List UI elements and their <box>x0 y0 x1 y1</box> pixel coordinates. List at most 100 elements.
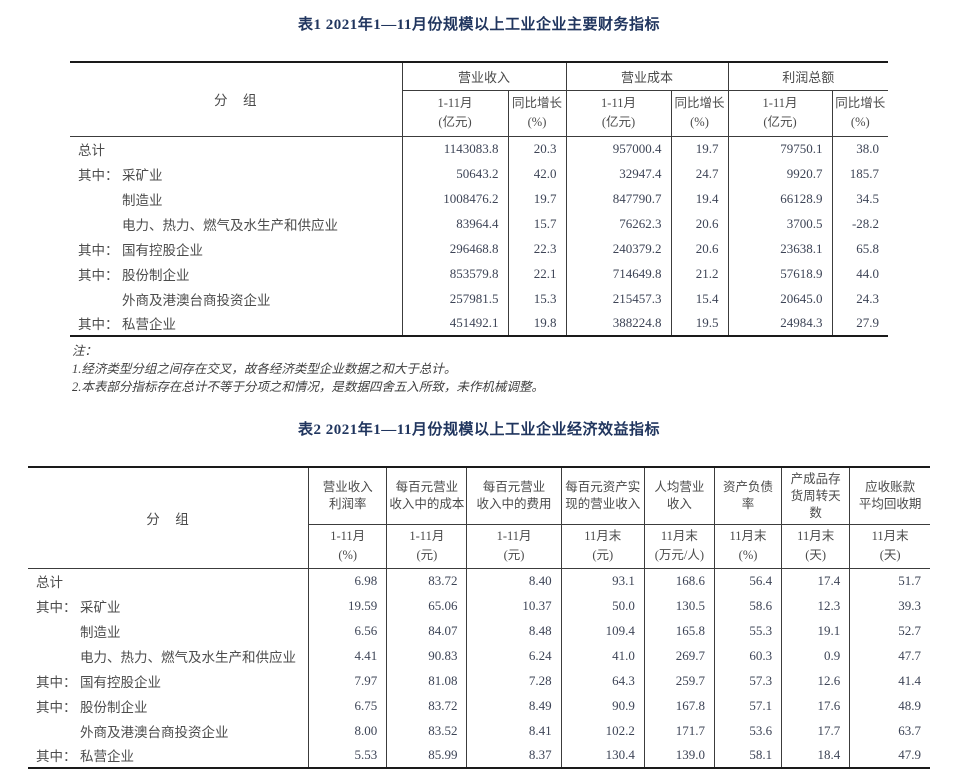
column-header-asset-liability-ratio: 资产负债 率 <box>713 467 782 525</box>
data-cell: 12.3 <box>781 593 850 619</box>
data-cell: 215457.3 <box>565 286 672 311</box>
data-cell: 22.1 <box>507 261 567 286</box>
row-label-text: 采矿业 <box>80 599 121 615</box>
data-cell: 56.4 <box>713 568 782 594</box>
row-label-text: 电力、热力、燃气及水生产和供应业 <box>80 649 296 665</box>
sub-header-period: 11月末 <box>729 528 767 543</box>
sub-header-unit: (%) <box>738 548 758 563</box>
data-cell: 85.99 <box>386 743 467 769</box>
financial-indicators-table: 分 组 营业收入 营业成本 利润总额 1-11月 (亿元) 同比增长 (%) 1… <box>70 61 889 337</box>
data-cell: 102.2 <box>560 718 645 744</box>
data-cell: 19.7 <box>670 136 729 161</box>
row-label: 外商及港澳台商投资企业 <box>70 286 402 311</box>
data-cell: 15.4 <box>670 286 729 311</box>
data-cell: 57.1 <box>713 693 782 719</box>
data-cell: 847790.7 <box>565 186 672 211</box>
row-label: 电力、热力、燃气及水生产和供应业 <box>28 643 309 668</box>
sub-header-unit: (元) <box>503 548 525 563</box>
economic-benefit-table: 分 组 营业收入 利润率 每百元营业 收入中的成本 每百元营业 收入中的费用 每… <box>28 466 930 770</box>
sub-header-period: 1-11月 <box>601 95 636 110</box>
sub-header: 1-11月 (元) <box>386 524 467 569</box>
row-label: 电力、热力、燃气及水生产和供应业 <box>70 211 402 236</box>
row-label-prefix: 其中： <box>78 267 119 283</box>
sub-header: 11月末 (天) <box>849 524 930 569</box>
sub-header: 1-11月 (%) <box>308 524 387 569</box>
data-cell: 1143083.8 <box>401 136 508 161</box>
row-label-text: 股份制企业 <box>122 267 190 283</box>
data-cell: 7.97 <box>308 668 387 694</box>
data-cell: 8.00 <box>308 718 387 744</box>
sub-header-period: 11月末 <box>871 528 909 543</box>
data-cell: 58.1 <box>713 743 782 769</box>
group-column-header: 分 组 <box>28 467 309 569</box>
data-cell: 19.1 <box>781 618 850 644</box>
data-cell: 19.7 <box>507 186 567 211</box>
row-label-text: 制造业 <box>80 624 121 640</box>
sub-header-unit: (元) <box>416 548 438 563</box>
data-cell: 19.4 <box>670 186 729 211</box>
row-label-text: 采矿业 <box>122 167 163 183</box>
data-cell: 139.0 <box>643 743 715 769</box>
row-label-text: 国有控股企业 <box>122 242 203 258</box>
data-cell: 9920.7 <box>727 161 833 186</box>
table-row: 制造业 1008476.2 19.7 847790.7 19.4 66128.9 34.5 <box>70 186 889 211</box>
row-label: 其中： 采矿业 <box>70 161 402 186</box>
sub-header: 同比增长 (%) <box>831 90 889 137</box>
column-header-receivables-collection-period: 应收账款 平均回收期 <box>849 467 930 525</box>
data-cell: 130.5 <box>643 593 715 619</box>
table-row: 其中： 股份制企业 853579.8 22.1 714649.8 21.2 57618.9 4… <box>70 261 889 286</box>
data-cell: 52.7 <box>849 618 930 644</box>
table-row: 其中： 采矿业 19.59 65.06 10.37 50.0 130.5 58.6 12.3 39… <box>28 593 930 619</box>
column-group-profit: 利润总额 <box>727 62 889 91</box>
data-cell: 34.5 <box>831 186 889 211</box>
data-cell: 6.24 <box>466 643 562 669</box>
table-row: 外商及港澳台商投资企业 8.00 83.52 8.41 102.2 171.7 53.6 17… <box>28 718 930 744</box>
data-cell: 451492.1 <box>401 311 508 336</box>
data-cell: 1008476.2 <box>401 186 508 211</box>
data-cell: 83.52 <box>386 718 467 744</box>
data-cell: 65.8 <box>831 236 889 261</box>
data-cell: 47.9 <box>849 743 930 769</box>
table-notes: 注： 1.经济类型分组之间存在交叉，故各经济类型企业数据之和大于总计。 2.本表… <box>72 342 958 396</box>
data-cell: 165.8 <box>643 618 715 644</box>
row-label: 其中： 采矿业 <box>28 593 309 618</box>
data-cell: 17.4 <box>781 568 850 594</box>
data-cell: 8.48 <box>466 618 562 644</box>
row-label-text: 总计 <box>36 574 63 590</box>
data-cell: 12.6 <box>781 668 850 694</box>
table-row: 制造业 6.56 84.07 8.48 109.4 165.8 55.3 19.1 52.7 <box>28 618 930 644</box>
sub-header-period: 同比增长 <box>835 95 886 110</box>
table-row: 其中： 国有控股企业 296468.8 22.3 240379.2 20.6 23638.1… <box>70 236 889 261</box>
sub-header: 1-11月 (亿元) <box>727 90 833 137</box>
data-cell: 83.72 <box>386 693 467 719</box>
sub-header-period: 11月末 <box>660 528 698 543</box>
data-cell: 55.3 <box>713 618 782 644</box>
data-cell: 3700.5 <box>727 211 833 236</box>
data-cell: 65.06 <box>386 593 467 619</box>
row-label-prefix: 其中： <box>78 317 119 332</box>
row-label-text: 私营企业 <box>122 317 176 332</box>
row-label-text: 总计 <box>78 142 105 158</box>
row-label: 其中： 国有控股企业 <box>70 236 402 261</box>
data-cell: 17.6 <box>781 693 850 719</box>
row-label-text: 电力、热力、燃气及水生产和供应业 <box>122 217 338 233</box>
table-row: 电力、热力、燃气及水生产和供应业 83964.4 15.7 76262.3 20.6 37… <box>70 211 889 236</box>
row-label-text: 外商及港澳台商投资企业 <box>80 724 229 740</box>
row-label-prefix: 其中： <box>36 674 77 690</box>
row-label-prefix: 其中： <box>36 599 77 615</box>
data-cell: 8.40 <box>466 568 562 594</box>
table-row: 其中： 私营企业 451492.1 19.8 388224.8 19.5 24984.3 27… <box>70 311 889 336</box>
sub-header-period: 11月末 <box>584 528 622 543</box>
group-column-header: 分 组 <box>70 62 402 137</box>
data-cell: 66128.9 <box>727 186 833 211</box>
column-group-cost: 营业成本 <box>565 62 729 91</box>
sub-header-period: 1-11月 <box>762 95 798 110</box>
data-cell: 23638.1 <box>727 236 833 261</box>
table2-sub-header-row: 1-11月 (%) 1-11月 (元) 1-11月 (元) 11月末 (元) 1… <box>28 524 930 569</box>
sub-header-unit: (%) <box>690 115 709 129</box>
data-cell: 93.1 <box>560 568 645 594</box>
data-cell: 240379.2 <box>565 236 672 261</box>
data-cell: 19.8 <box>507 311 567 336</box>
row-label-text: 外商及港澳台商投资企业 <box>122 292 271 308</box>
